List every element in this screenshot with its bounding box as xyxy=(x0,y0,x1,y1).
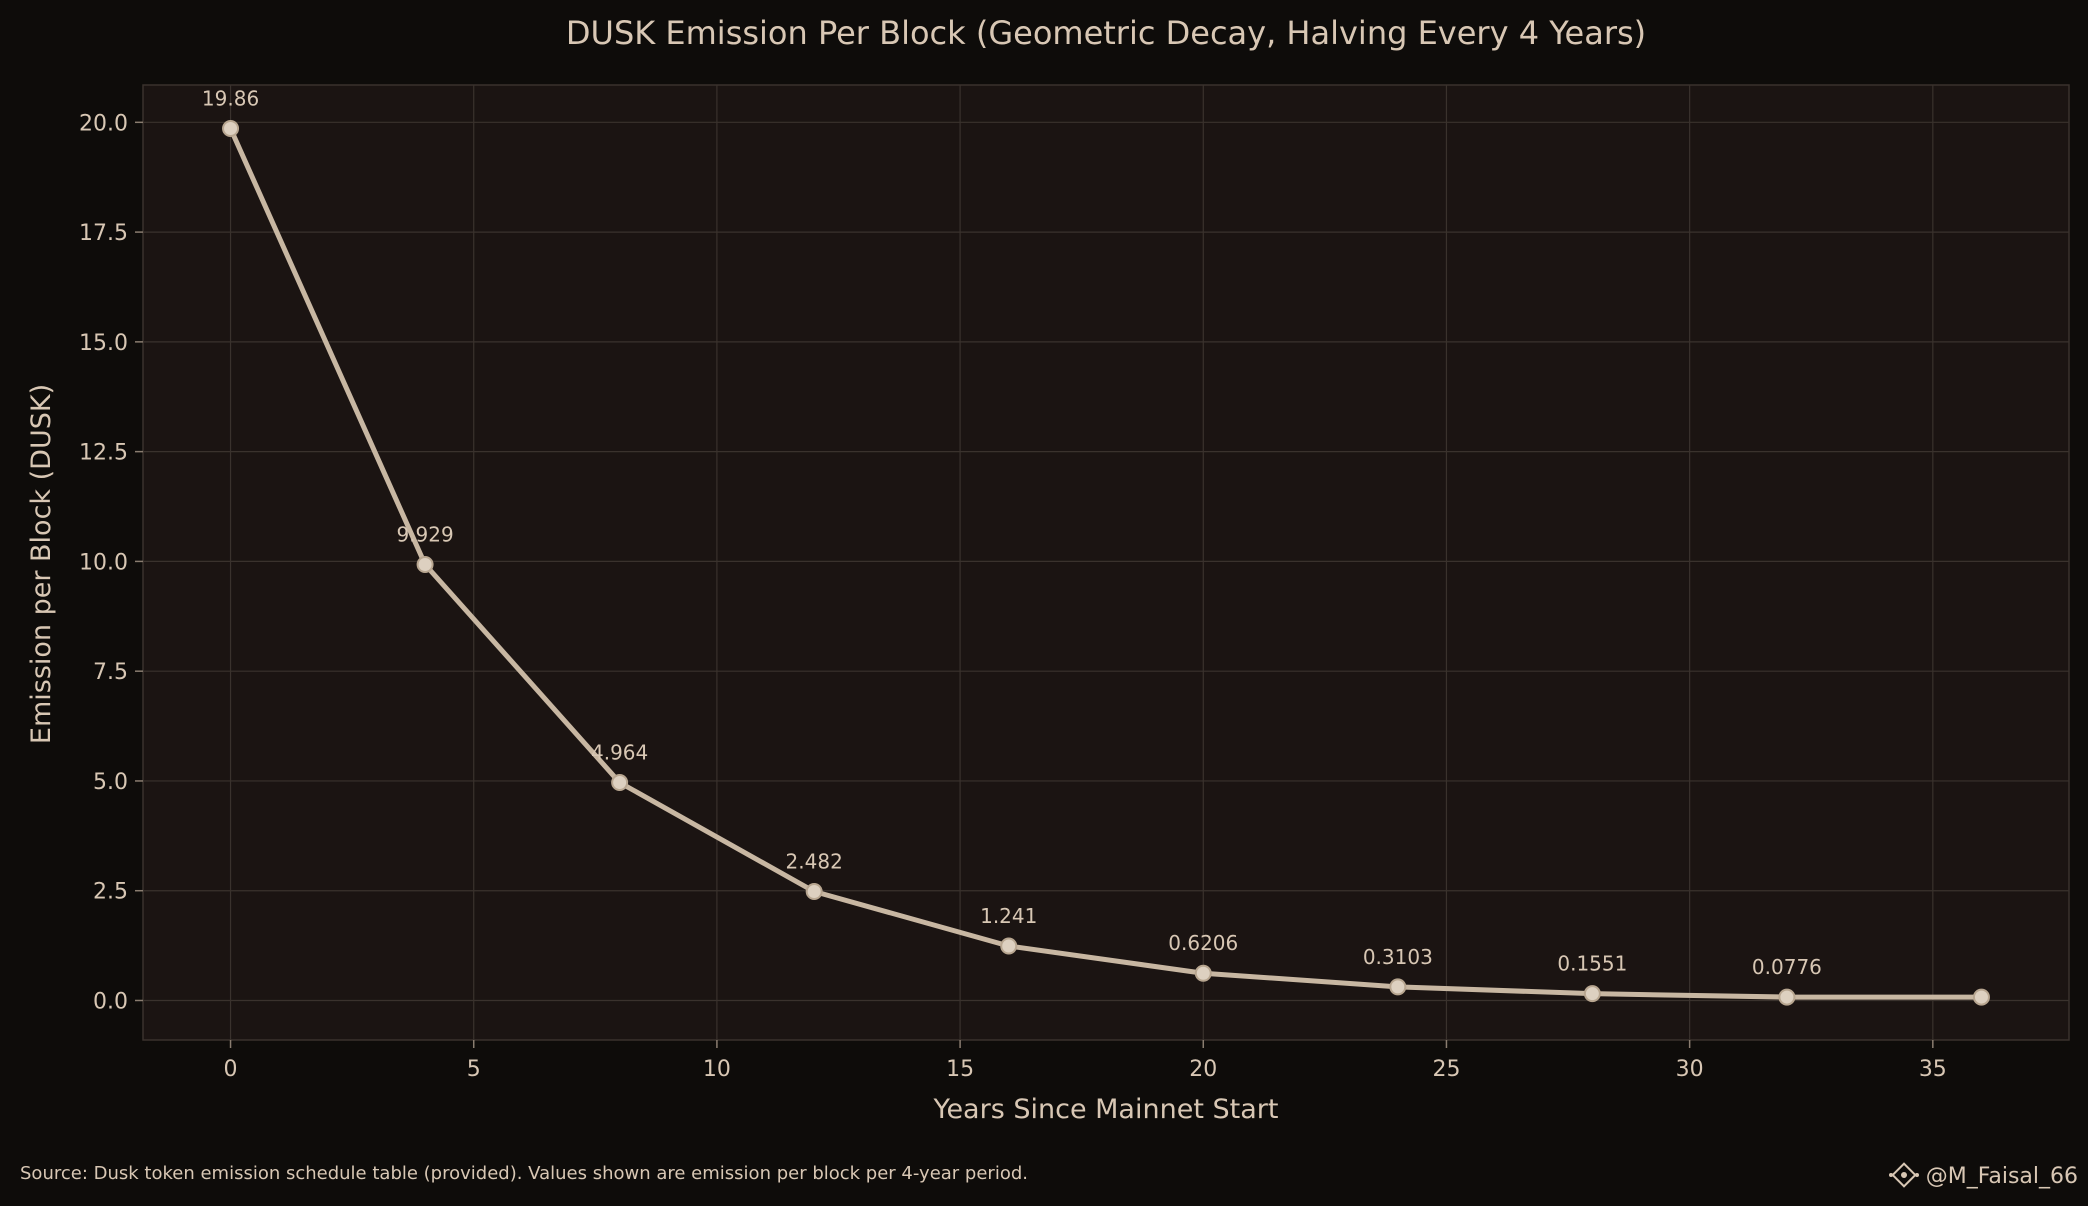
data-label: 0.1551 xyxy=(1557,952,1627,976)
chart-title: DUSK Emission Per Block (Geometric Decay… xyxy=(566,14,1646,52)
x-tick-label: 25 xyxy=(1432,1057,1460,1082)
y-tick-label: 12.5 xyxy=(79,441,128,466)
data-point xyxy=(1778,988,1796,1006)
y-tick-label: 2.5 xyxy=(93,880,128,905)
x-tick-label: 35 xyxy=(1919,1057,1947,1082)
data-point xyxy=(416,556,434,574)
data-label: 0.6206 xyxy=(1168,931,1238,955)
data-label: 19.86 xyxy=(202,86,259,110)
data-label: 0.3103 xyxy=(1363,945,1433,969)
data-point xyxy=(222,119,240,137)
data-label: 1.241 xyxy=(980,904,1037,928)
grid xyxy=(143,85,2069,1040)
x-tick-label: 5 xyxy=(467,1057,481,1082)
y-tick-label: 5.0 xyxy=(93,770,128,795)
y-tick-label: 7.5 xyxy=(93,660,128,685)
x-tick-label: 0 xyxy=(224,1057,238,1082)
series-line xyxy=(228,125,1984,1000)
watermark: @M_Faisal_66 xyxy=(1889,1162,2078,1189)
y-tick-label: 10.0 xyxy=(79,550,128,575)
data-point xyxy=(1194,964,1212,982)
data-point xyxy=(611,774,629,792)
data-point xyxy=(1000,937,1018,955)
y-tick-label: 15.0 xyxy=(79,331,128,356)
x-tick-label: 30 xyxy=(1676,1057,1704,1082)
data-point xyxy=(1972,988,1990,1006)
x-tick-label: 15 xyxy=(946,1057,974,1082)
x-tick-label: 10 xyxy=(703,1057,731,1082)
data-point xyxy=(805,883,823,901)
watermark-handle: @M_Faisal_66 xyxy=(1926,1164,2078,1189)
data-label: 9.929 xyxy=(396,523,453,547)
data-label: 0.0776 xyxy=(1752,955,1822,979)
data-label: 2.482 xyxy=(786,850,843,874)
data-point xyxy=(1583,985,1601,1003)
data-point xyxy=(1389,978,1407,996)
y-tick-label: 17.5 xyxy=(79,221,128,246)
x-axis-label: Years Since Mainnet Start xyxy=(933,1094,1279,1125)
data-label: 4.964 xyxy=(591,741,648,765)
y-axis-label: Emission per Block (DUSK) xyxy=(26,384,57,744)
data-labels: 19.86 9.929 4.964 2.482 1.241 0.6206 0.3103 0.1… xyxy=(202,86,1822,979)
source-note: Source: Dusk token emission schedule tab… xyxy=(20,1163,1028,1184)
logo-icon xyxy=(1889,1162,1919,1188)
axis-ticks: 0 5 10 15 20 25 30 35 0.0 2.5 5.0 7.5 10.0 12.5 15.0 17… xyxy=(79,111,1947,1082)
plot-area xyxy=(142,84,2070,1041)
series xyxy=(222,119,1990,1006)
x-tick-label: 20 xyxy=(1189,1057,1217,1082)
y-tick-label: 20.0 xyxy=(79,111,128,136)
y-tick-label: 0.0 xyxy=(93,989,128,1014)
